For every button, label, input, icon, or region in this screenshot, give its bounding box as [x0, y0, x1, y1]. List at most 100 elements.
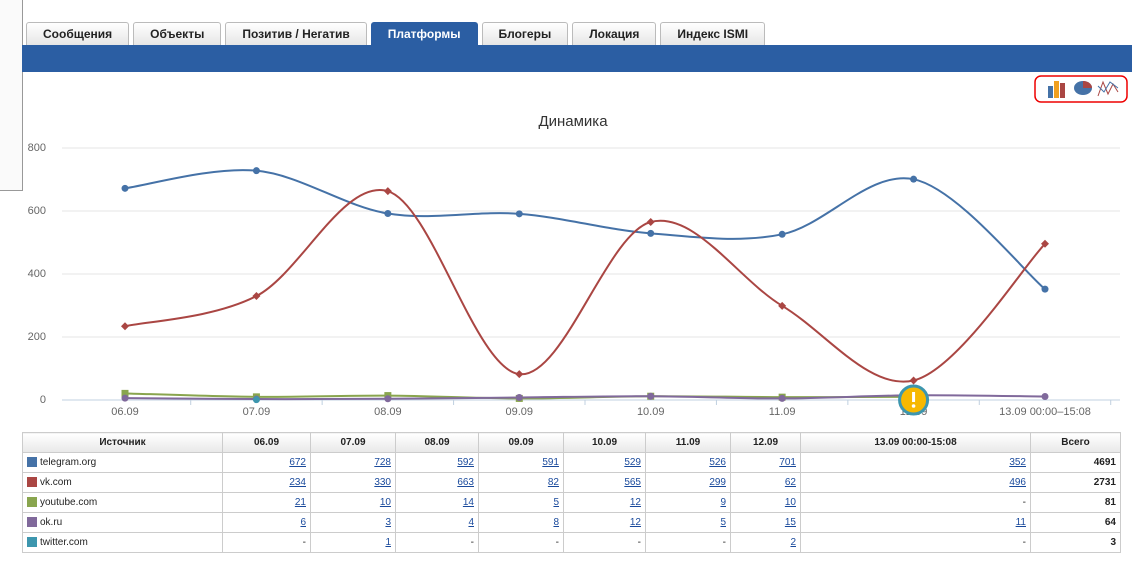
marker — [909, 376, 918, 385]
x-tick-label: 07.09 — [243, 406, 271, 418]
background-window — [0, 0, 23, 191]
data-table: Источник 06.09 07.09 08.09 09.09 10.09 11.09 12… — [22, 432, 1121, 553]
marker — [383, 187, 392, 196]
tab[interactable]: Блогеры — [481, 22, 569, 45]
swatch — [27, 457, 37, 468]
cell-link[interactable]: 62 — [784, 477, 796, 488]
cell-link[interactable]: 3 — [385, 517, 391, 528]
tab[interactable]: Платформы — [370, 22, 478, 45]
row: twitter.com -1- - - -2-3 — [22, 532, 1121, 553]
marker — [515, 393, 523, 401]
cell: 526 — [645, 452, 731, 473]
cell-link[interactable]: 21 — [294, 497, 306, 508]
marker — [1041, 393, 1049, 401]
x-tick-label: 08.09 — [374, 406, 402, 418]
marker — [647, 392, 655, 400]
cell-link[interactable]: 14 — [462, 497, 474, 508]
marker — [384, 210, 392, 218]
warning-dot — [911, 404, 916, 408]
cell: 15 — [730, 512, 801, 533]
tab[interactable]: Локация — [572, 22, 657, 45]
cell: 4 — [395, 512, 479, 533]
tab[interactable]: Индекс ISMI — [660, 22, 766, 45]
total-cell: 64 — [1030, 512, 1121, 533]
warning-bar — [912, 392, 916, 402]
cell-link[interactable]: 352 — [1009, 457, 1026, 468]
cell-link[interactable]: 592 — [457, 457, 474, 468]
header-cell: 08.09 — [395, 432, 479, 453]
cell-link[interactable]: 565 — [624, 477, 641, 488]
cell-link[interactable]: 330 — [374, 477, 391, 488]
cell: 5 — [645, 512, 731, 533]
cell: 12 — [563, 492, 646, 513]
line-icon[interactable] — [1097, 80, 1119, 97]
cell-link[interactable]: 663 — [457, 477, 474, 488]
row: ok.ru 6 3 4 8 12 5 15 11 64 — [22, 512, 1121, 533]
header-cell: 13.09 00:00-15:08 — [800, 432, 1031, 453]
cell: 9 — [645, 492, 731, 513]
cell-link[interactable]: 701 — [779, 457, 796, 468]
y-tick-label: 200 — [28, 331, 46, 343]
marker — [778, 230, 786, 238]
cell: 330 — [310, 472, 396, 493]
cell-link[interactable]: 299 — [709, 477, 726, 488]
marker — [515, 210, 523, 218]
marker — [252, 167, 260, 175]
y-tick-label: 800 — [28, 142, 46, 154]
pie-icon[interactable] — [1074, 81, 1092, 95]
cell-link[interactable]: 234 — [289, 477, 306, 488]
header-cell: Всего — [1030, 432, 1121, 453]
cell-link[interactable]: 591 — [542, 457, 559, 468]
name-cell: youtube.com — [22, 492, 223, 513]
marker — [778, 394, 786, 402]
header-cell: Источник — [22, 432, 223, 453]
cell: - — [800, 492, 1031, 513]
marker — [252, 396, 260, 404]
cell-link[interactable]: 529 — [624, 457, 641, 468]
cell-link[interactable]: 12 — [629, 517, 641, 528]
name-cell: ok.ru — [22, 512, 223, 533]
bar-icon[interactable] — [1048, 81, 1065, 98]
cell-link[interactable]: 728 — [374, 457, 391, 468]
cell-link[interactable]: 1 — [385, 537, 391, 548]
marker — [646, 218, 655, 227]
cell-link[interactable]: 526 — [709, 457, 726, 468]
cell-link[interactable]: 10 — [784, 497, 796, 508]
cell: 11 — [800, 512, 1031, 533]
header-row: Источник 06.09 07.09 08.09 09.09 10.09 11.09 12… — [22, 432, 1121, 453]
cell: - — [800, 532, 1031, 553]
cell-link[interactable]: 12 — [629, 497, 641, 508]
marker — [910, 175, 918, 183]
cell-link[interactable]: 5 — [553, 497, 559, 508]
cell: 672 — [222, 452, 311, 473]
tab-bar — [22, 45, 1132, 72]
cell-link[interactable]: 6 — [300, 517, 306, 528]
cell: 6 — [222, 512, 311, 533]
series-line — [124, 188, 1046, 383]
cell-link[interactable]: 496 — [1009, 477, 1026, 488]
tabs: Сообщения Объекты Позитив / Негатив Платфор… — [26, 22, 766, 45]
cell-link[interactable]: 4 — [468, 517, 474, 528]
marker — [121, 184, 129, 192]
cell: 565 — [563, 472, 646, 493]
cell-link[interactable]: 5 — [720, 517, 726, 528]
header-cell: 07.09 — [310, 432, 396, 453]
cell-link[interactable]: 15 — [784, 517, 796, 528]
cell-link[interactable]: 8 — [553, 517, 559, 528]
cell: - — [222, 532, 311, 553]
cell-link[interactable]: 9 — [720, 497, 726, 508]
cell-link[interactable]: 672 — [289, 457, 306, 468]
cell: 663 — [395, 472, 479, 493]
y-tick-label: 600 — [28, 205, 46, 217]
tab[interactable]: Позитив / Негатив — [225, 22, 367, 45]
cell-link[interactable]: 2 — [790, 537, 796, 548]
cell-link[interactable]: 82 — [547, 477, 559, 488]
y-tick-label: 400 — [28, 268, 46, 280]
tab[interactable]: Объекты — [133, 22, 222, 45]
cell-link[interactable]: 11 — [1015, 517, 1026, 528]
cell-link[interactable]: 10 — [379, 497, 391, 508]
cell: 8 — [478, 512, 564, 533]
row: youtube.com 21 10 14 5 12 9 10-81 — [22, 492, 1121, 513]
name-cell: vk.com — [22, 472, 223, 493]
tab[interactable]: Сообщения — [26, 22, 130, 45]
